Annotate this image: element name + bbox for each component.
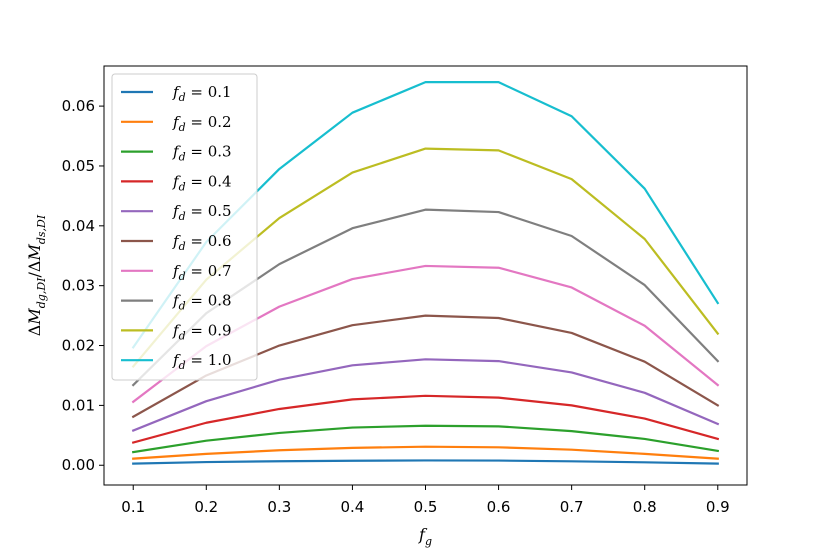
legend-label-7: fd = 0.7 <box>172 262 232 283</box>
series-line-4 <box>131 394 720 444</box>
legend: fd = 0.1 fd = 0.2 fd = 0.3 fd = 0.4 fd = 0.5… <box>111 73 258 381</box>
x-tick-label: 0.2 <box>194 498 218 516</box>
x-tick-label: 0.3 <box>267 498 291 516</box>
legend-label-8: fd = 0.8 <box>172 292 232 313</box>
legend-label-9: fd = 0.9 <box>172 321 232 342</box>
x-tick-label: 0.5 <box>414 498 438 516</box>
y-tick-label: 0.01 <box>62 396 95 414</box>
y-axis-label: ΔMdg,DI/ΔMds,DI <box>25 214 48 336</box>
legend-label-5: fd = 0.5 <box>172 202 232 223</box>
legend-label-10: fd = 1.0 <box>172 351 232 372</box>
legend-label-1: fd = 0.1 <box>172 83 232 104</box>
y-tick-label: 0.03 <box>62 277 95 295</box>
series-line-2 <box>132 445 719 460</box>
legend-label-4: fd = 0.4 <box>172 172 232 193</box>
legend-label-2: fd = 0.2 <box>172 113 232 134</box>
x-tick-label: 0.7 <box>560 498 584 516</box>
series-line-5 <box>131 358 720 432</box>
y-tick-label: 0.06 <box>62 97 95 115</box>
y-tick-label: 0.04 <box>62 217 95 235</box>
y-tick-label: 0.00 <box>62 456 95 474</box>
series-line-1 <box>132 459 719 465</box>
legend-label-3: fd = 0.3 <box>172 143 232 164</box>
x-tick-label: 0.9 <box>706 498 730 516</box>
x-axis-label: fg <box>418 525 432 548</box>
legend-label-6: fd = 0.6 <box>172 232 232 253</box>
axes-layer: 0.1 0.2 0.3 0.4 0.5 0.6 0.7 0.8 0.9 0.00 0.01 0.02 0… <box>25 65 748 548</box>
x-tick-label: 0.4 <box>341 498 365 516</box>
y-tick-label: 0.05 <box>62 157 95 175</box>
series-line-3 <box>131 424 720 454</box>
y-tick-label: 0.02 <box>62 337 95 355</box>
x-tick-label: 0.1 <box>121 498 145 516</box>
x-tick-label: 0.6 <box>487 498 511 516</box>
x-tick-label: 0.8 <box>633 498 657 516</box>
